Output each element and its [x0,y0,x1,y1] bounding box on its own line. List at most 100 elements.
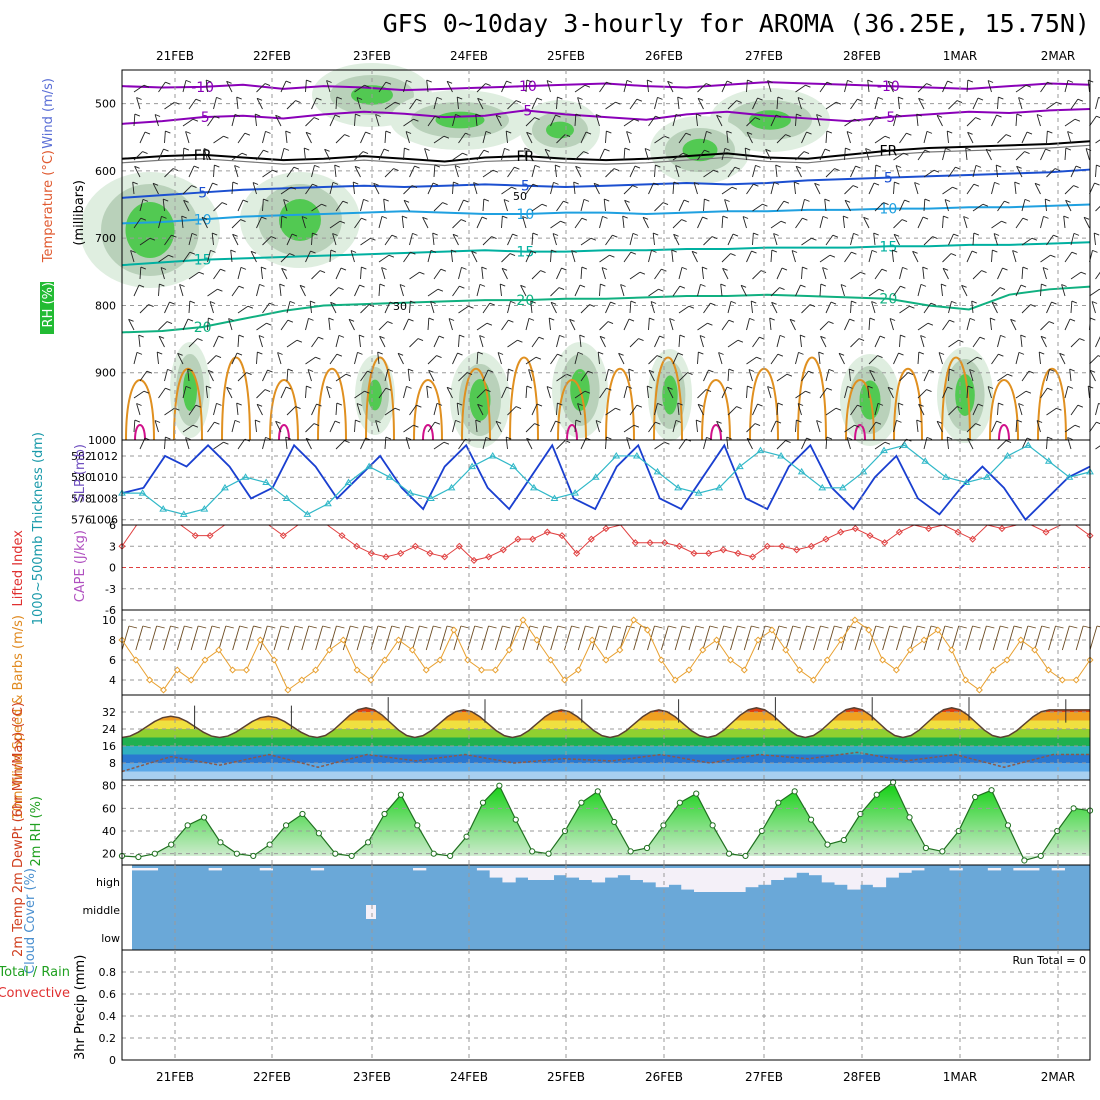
upper-wind-barb-flag [160,267,167,270]
upper-wind-barb-flag [530,300,536,304]
li-tick-label: 6 [109,519,116,532]
upper-wind-barb [1042,267,1047,280]
upper-wind-barb [526,132,533,144]
wind10m-marker [975,686,983,694]
upper-wind-barb-flag [397,352,404,356]
upper-wind-barb-flag [504,147,510,151]
isotherm-15 [121,241,1091,267]
upper-wind-barb-flag [216,402,222,406]
upper-wind-barb [868,421,877,433]
wind10m-barb-flag [889,625,898,629]
upper-wind-barb-flag [419,271,425,275]
upper-wind-barb-flag [1079,338,1085,341]
upper-wind-barb-flag [981,270,987,273]
thickness-marker [756,446,765,454]
upper-wind-barb [552,233,557,246]
wind10m-marker [796,666,804,674]
upper-wind-barb [991,420,997,433]
upper-wind-barb-flag [191,185,197,188]
wind10m-barb [785,625,794,651]
thickness-marker [880,446,888,454]
upper-wind-barb [454,165,459,178]
thickness-marker [179,510,188,517]
upper-wind-barb-flag [638,338,644,341]
upper-wind-barb [825,407,837,416]
upper-wind-barb [375,420,380,433]
upper-wind-barb-flag [289,300,296,304]
upper-wind-barb-flag [515,100,522,103]
upper-wind-barb [213,403,217,416]
upper-wind-barb-flag [203,148,210,151]
wind10m-marker [519,616,527,624]
upper-wind-barb [770,114,777,127]
upper-wind-barb-flag [647,79,653,83]
upper-wind-barb-flag [324,148,330,152]
upper-wind-barb-flag [1047,387,1053,391]
upper-wind-barb-flag [756,356,762,360]
upper-wind-barb [752,232,754,246]
upper-wind-barb [237,305,249,314]
upper-wind-barb-flag [996,164,1002,168]
upper-wind-barb [948,339,959,348]
upper-wind-barb-flag [426,385,432,389]
upper-wind-barb-flag [355,419,361,423]
upper-wind-barb [403,147,405,161]
upper-wind-barb [228,318,233,331]
upper-wind-barb [358,335,361,348]
upper-wind-barb-flag [310,300,316,304]
upper-wind-barb [133,284,140,297]
upper-wind-barb-flag [944,199,951,202]
upper-wind-barb [476,322,488,331]
upper-wind-barb-flag [575,113,582,117]
upper-wind-barb [409,271,420,280]
upper-wind-barb [546,80,551,93]
wind10m-barb [1075,625,1084,651]
upper-wind-barb-flag [875,421,882,425]
upper-wind-barb [205,80,208,93]
precip-tick-label: 0.6 [99,988,117,1001]
upper-wind-barb-flag [338,287,344,290]
upper-wind-barb-flag [785,134,791,137]
upper-wind-barb-flag [932,236,938,239]
upper-wind-barb-flag [804,198,810,202]
upper-wind-barb-flag [587,370,594,374]
upper-wind-barb [648,370,655,382]
upper-wind-barb-flag [832,234,839,238]
upper-wind-barb [574,217,583,229]
upper-wind-barb [356,403,361,416]
top-date-axis: 21FEB 22FEB 23FEB 24FEB 25FEB 26FEB 27FEB 28FEB… [156,49,1075,63]
thickness-marker [571,489,579,496]
upper-wind-barb [307,369,312,382]
upper-wind-barb [703,302,711,314]
thickness-marker [282,494,291,501]
upper-wind-barb [746,183,754,195]
upper-wind-barb [746,356,757,365]
upper-wind-barb [942,268,949,280]
upper-wind-barb [721,186,733,195]
upper-wind-barb [450,250,453,263]
wind10m-barb-flag [695,625,705,629]
upper-wind-barb [776,440,786,450]
upper-wind-barb [256,98,263,110]
rh-marker [594,788,601,795]
top-date-label: 22FEB [253,49,291,63]
upper-wind-barb-flag [1018,403,1024,406]
upper-wind-barb-flag [881,268,888,272]
upper-wind-barb-flag [759,336,765,340]
isotherm-label: 20 [516,293,534,309]
chart-title: GFS 0~10day 3-hourly for AROMA (36.25E, … [383,9,1090,38]
upper-wind-barb [405,131,410,144]
upper-wind-barb-flag [168,254,174,258]
upper-wind-barb-flag [656,355,663,358]
upper-wind-barb-flag [483,149,490,153]
upper-wind-barb-flag [669,318,675,321]
upper-wind-barb-flag [737,339,744,343]
upper-wind-barb [936,421,943,433]
wind10m-barb-flag [723,625,732,629]
upper-wind-barb-flag [577,351,584,355]
upper-wind-barb [556,96,558,110]
upper-wind-barb-flag [722,267,728,271]
upper-wind-barb-flag [336,353,343,357]
upper-wind-barb [801,370,809,382]
wind10m-barb [992,625,1001,651]
